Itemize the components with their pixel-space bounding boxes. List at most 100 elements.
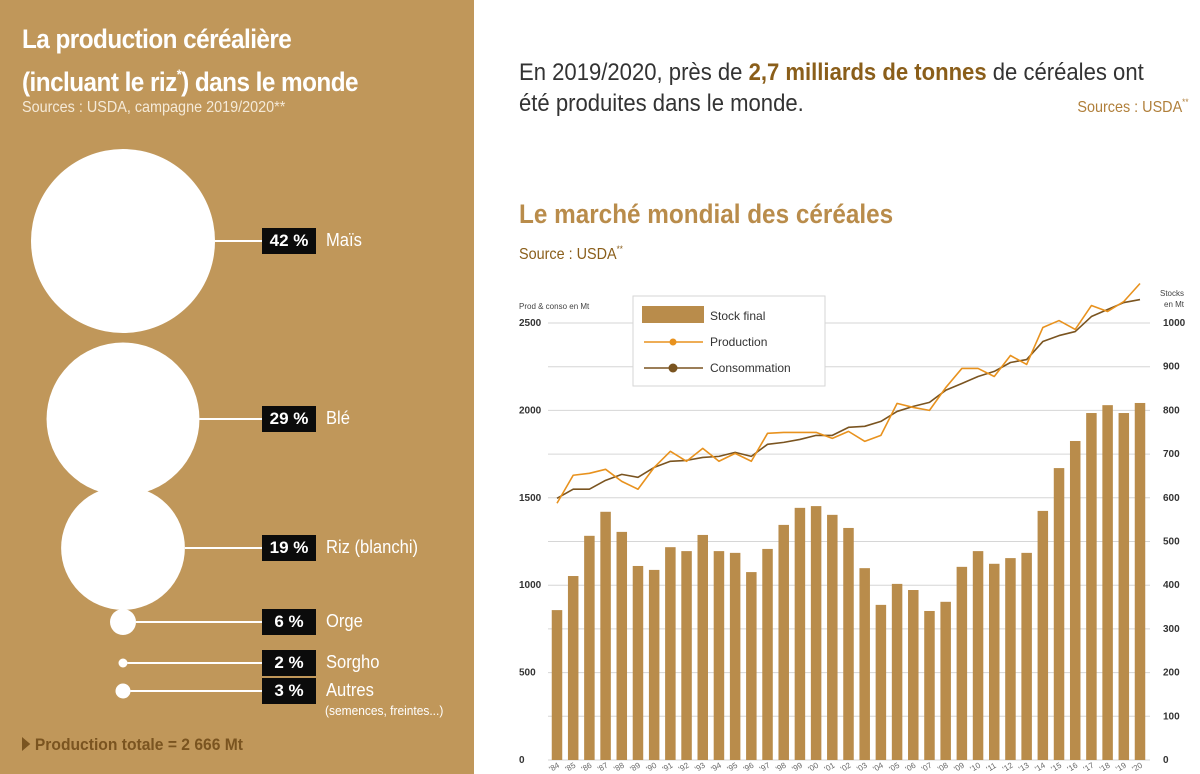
left-panel: La production céréalière (incluant le ri… xyxy=(0,0,474,774)
label-sorgho: Sorgho xyxy=(326,652,380,672)
left-axis-tick: 0 xyxy=(519,755,525,766)
stock-bar xyxy=(794,507,806,760)
right-axis-tick: 200 xyxy=(1163,668,1180,679)
right-axis-tick: 900 xyxy=(1163,362,1180,373)
production-title: La production céréalière (incluant le ri… xyxy=(22,22,472,100)
production-line xyxy=(556,282,1141,504)
stock-bar xyxy=(648,569,660,760)
x-axis-tick: '13 xyxy=(1017,760,1031,773)
x-axis-tick: '06 xyxy=(904,760,918,773)
stock-bar xyxy=(746,572,757,760)
x-axis-tick: '02 xyxy=(839,760,853,773)
stock-bar xyxy=(1005,558,1016,760)
stock-bar xyxy=(972,551,984,760)
stock-bar xyxy=(600,511,611,760)
stock-bar xyxy=(729,552,741,760)
x-axis-tick: '92 xyxy=(677,760,691,773)
x-axis-tick: '85 xyxy=(564,760,578,773)
right-axis-tick: 500 xyxy=(1163,537,1180,548)
legend-label-production: Production xyxy=(710,335,767,349)
label-mais: Maïs xyxy=(326,230,362,250)
x-axis-tick: '89 xyxy=(628,760,642,773)
left-axis-tick: 500 xyxy=(519,668,536,679)
label-autres: Autres xyxy=(326,680,374,700)
stock-bar xyxy=(1037,510,1049,760)
stock-bar xyxy=(778,524,789,760)
x-axis-tick: '04 xyxy=(871,760,885,773)
x-axis-tick: '10 xyxy=(969,760,983,773)
label-riz: Riz (blanchi) xyxy=(326,537,419,557)
intro-highlight: 2,7 milliards de tonnes xyxy=(748,59,987,86)
stock-bar xyxy=(632,565,644,760)
title-line-2-b: ) dans le monde xyxy=(181,67,359,97)
stock-bar xyxy=(924,610,935,760)
stock-bar xyxy=(1021,552,1032,760)
right-axis-tick: 400 xyxy=(1163,580,1180,591)
x-axis-tick: '05 xyxy=(888,760,902,773)
circle-ble xyxy=(46,342,200,496)
pct-badge-mais: 42 % xyxy=(262,228,316,254)
label-autres-note: (semences, freintes...) xyxy=(325,703,444,718)
stock-bar xyxy=(956,566,968,760)
intro-source: Sources : USDA** xyxy=(1077,97,1188,117)
stock-bar xyxy=(1069,440,1081,760)
legend-label-consommation: Consommation xyxy=(710,361,791,375)
x-axis-tick: '90 xyxy=(645,760,659,773)
left-axis-tick: 1000 xyxy=(519,580,542,591)
stock-bar xyxy=(616,531,628,760)
x-axis-tick: '95 xyxy=(726,760,740,773)
stock-bar xyxy=(1086,413,1097,760)
stock-bar xyxy=(1102,405,1113,760)
x-axis-tick: '03 xyxy=(855,760,869,773)
legend-label-stock: Stock final xyxy=(710,309,765,323)
stock-bar xyxy=(681,551,692,760)
x-axis-tick: '01 xyxy=(823,760,837,773)
left-axis-tick: 1500 xyxy=(519,493,542,504)
stock-bar xyxy=(713,551,725,760)
stock-bar xyxy=(762,548,773,760)
label-ble: Blé xyxy=(326,408,350,428)
title-footnote-mark: * xyxy=(176,66,182,82)
pct-badge-riz: 19 % xyxy=(262,535,316,561)
left-axis-tick: 2500 xyxy=(519,318,542,329)
total-production-text: Production totale = 2 666 Mt xyxy=(34,735,244,754)
stock-bar xyxy=(584,535,595,760)
x-axis-tick: '86 xyxy=(580,760,594,773)
triangle-bullet-icon xyxy=(22,737,31,751)
pct-badge-ble: 29 % xyxy=(262,406,316,432)
x-axis-tick: '94 xyxy=(709,760,723,773)
x-axis-tick: '97 xyxy=(758,760,772,773)
pct-badge-orge: 6 % xyxy=(262,609,316,635)
x-axis-tick: '15 xyxy=(1050,760,1064,773)
chart-title: Le marché mondial des céréales xyxy=(519,199,894,229)
stock-bar xyxy=(908,590,919,760)
x-axis-tick: '07 xyxy=(920,760,934,773)
x-axis-tick: '91 xyxy=(661,760,675,773)
right-axis-tick: 1000 xyxy=(1163,318,1186,329)
stock-bar xyxy=(875,604,887,760)
stock-bar xyxy=(843,527,854,760)
stock-bar xyxy=(1134,402,1146,760)
stock-bar xyxy=(567,576,579,760)
circle-sorgho xyxy=(118,658,128,668)
x-axis-tick: '87 xyxy=(596,760,610,773)
x-axis-tick: '93 xyxy=(693,760,707,773)
x-axis-tick: '14 xyxy=(1033,760,1047,773)
stock-bar xyxy=(1053,468,1065,760)
x-axis-tick: '17 xyxy=(1082,760,1096,773)
total-production: Production totale = 2 666 Mt xyxy=(22,735,243,755)
production-source: Sources : USDA, campagne 2019/2020** xyxy=(22,99,286,116)
x-axis-tick: '08 xyxy=(936,760,950,773)
x-axis-tick: '96 xyxy=(742,760,756,773)
x-axis-tick: '16 xyxy=(1066,760,1080,773)
x-axis-tick: '84 xyxy=(548,760,562,773)
right-axis-label-2: en Mt xyxy=(1164,300,1185,309)
stock-bar xyxy=(697,534,708,760)
chart-source-mark: ** xyxy=(616,244,623,254)
right-axis-tick: 800 xyxy=(1163,405,1180,416)
stock-bar xyxy=(827,514,838,760)
chart-source: Source : USDA** xyxy=(519,244,623,264)
stock-bar xyxy=(551,610,563,760)
right-axis-tick: 600 xyxy=(1163,493,1180,504)
